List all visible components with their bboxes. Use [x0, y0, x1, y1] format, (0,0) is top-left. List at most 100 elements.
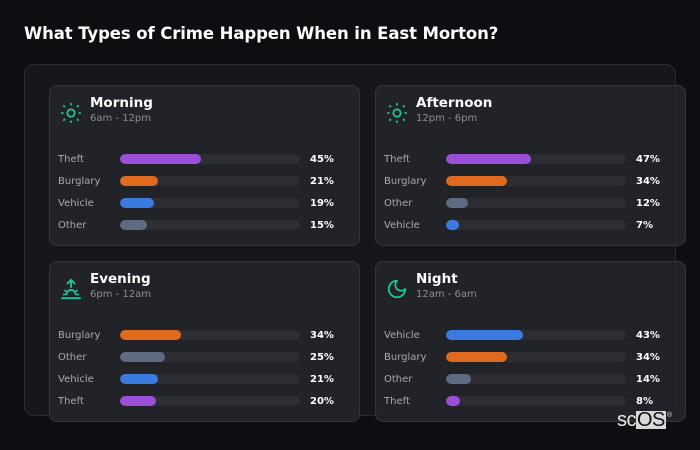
bar-track	[446, 396, 626, 406]
bar-value: 43%	[636, 329, 660, 341]
sun-icon	[386, 102, 408, 124]
bar-fill	[120, 176, 158, 186]
bar-fill	[120, 374, 158, 384]
bar-value: 21%	[310, 175, 334, 187]
bar-label: Theft	[58, 395, 84, 407]
bar-track	[120, 352, 300, 362]
bar-fill	[446, 396, 461, 406]
bar-track	[446, 198, 626, 208]
panel-title: Morning	[90, 95, 153, 111]
bar-label: Vehicle	[384, 329, 420, 341]
bar-row-vehicle: Vehicle 7%	[384, 214, 679, 236]
bar-row-theft: Theft 47%	[384, 148, 679, 170]
scos-watermark: sc OS ®	[617, 409, 672, 431]
bar-row-burglary: Burglary 34%	[384, 346, 679, 368]
bar-list: Vehicle 43% Burglary 34% Other 14% Theft 8%	[384, 324, 679, 412]
watermark-os: OS	[636, 409, 666, 431]
bar-row-burglary: Burglary 34%	[58, 324, 353, 346]
panel-subtitle: 12am - 6am	[416, 289, 477, 300]
bar-fill	[446, 374, 472, 384]
bar-value: 12%	[636, 197, 660, 209]
bar-value: 47%	[636, 153, 660, 165]
bar-row-vehicle: Vehicle 19%	[58, 192, 353, 214]
bar-track	[120, 396, 300, 406]
bar-track	[446, 220, 626, 230]
bar-label: Other	[58, 219, 87, 231]
bar-label: Burglary	[384, 351, 427, 363]
bar-fill	[446, 176, 508, 186]
page-title: What Types of Crime Happen When in East …	[24, 24, 499, 43]
bar-track	[120, 220, 300, 230]
bar-fill	[120, 198, 155, 208]
bar-track	[446, 352, 626, 362]
bar-track	[446, 176, 626, 186]
bar-fill	[446, 220, 459, 230]
bar-value: 45%	[310, 153, 334, 165]
bar-list: Theft 47% Burglary 34% Other 12% Vehicle 7%	[384, 148, 679, 236]
bar-label: Burglary	[58, 329, 101, 341]
bar-value: 34%	[310, 329, 334, 341]
bar-fill	[120, 220, 147, 230]
bar-fill	[120, 154, 201, 164]
watermark-sc: sc	[617, 409, 637, 431]
bar-label: Other	[384, 373, 413, 385]
bar-value: 21%	[310, 373, 334, 385]
panel-subtitle: 6pm - 12am	[90, 289, 152, 300]
bar-row-other: Other 14%	[384, 368, 679, 390]
bar-label: Vehicle	[58, 197, 94, 209]
bar-row-other: Other 15%	[58, 214, 353, 236]
bar-value: 20%	[310, 395, 334, 407]
panel-afternoon: Afternoon 12pm - 6pm Theft 47% Burglary 34%…	[375, 85, 686, 246]
bar-value: 34%	[636, 351, 660, 363]
bar-label: Other	[384, 197, 413, 209]
bar-fill	[120, 352, 165, 362]
panel-title: Evening	[90, 271, 151, 287]
panel-evening: Evening 6pm - 12am Burglary 34% Other 25% Ve…	[49, 261, 360, 422]
bar-row-theft: Theft 20%	[58, 390, 353, 412]
sun-icon	[60, 102, 82, 124]
bar-fill	[120, 396, 156, 406]
bar-label: Theft	[384, 153, 410, 165]
bar-value: 7%	[636, 219, 653, 231]
bar-track	[446, 154, 626, 164]
panel-title: Night	[416, 271, 458, 287]
bar-track	[120, 198, 300, 208]
bar-value: 8%	[636, 395, 653, 407]
bar-list: Burglary 34% Other 25% Vehicle 21% Theft 20%	[58, 324, 353, 412]
bar-value: 19%	[310, 197, 334, 209]
bar-label: Burglary	[58, 175, 101, 187]
bar-value: 25%	[310, 351, 334, 363]
bar-value: 14%	[636, 373, 660, 385]
bar-fill	[446, 352, 508, 362]
bar-track	[120, 374, 300, 384]
bar-label: Vehicle	[384, 219, 420, 231]
bar-track	[120, 154, 300, 164]
bar-list: Theft 45% Burglary 21% Vehicle 19% Other 15%	[58, 148, 353, 236]
bar-row-other: Other 25%	[58, 346, 353, 368]
bar-track	[446, 330, 626, 340]
bar-label: Vehicle	[58, 373, 94, 385]
bar-label: Theft	[58, 153, 84, 165]
bar-value: 15%	[310, 219, 334, 231]
bar-value: 34%	[636, 175, 660, 187]
bar-track	[446, 374, 626, 384]
bar-fill	[446, 330, 524, 340]
bar-row-burglary: Burglary 34%	[384, 170, 679, 192]
bar-row-other: Other 12%	[384, 192, 679, 214]
moon-icon	[386, 278, 408, 300]
bar-label: Burglary	[384, 175, 427, 187]
bar-row-theft: Theft 8%	[384, 390, 679, 412]
bar-track	[120, 176, 300, 186]
panel-morning: Morning 6am - 12pm Theft 45% Burglary 21% Ve…	[49, 85, 360, 246]
registered-mark: ®	[666, 412, 672, 419]
bar-label: Other	[58, 351, 87, 363]
bar-row-theft: Theft 45%	[58, 148, 353, 170]
bar-fill	[120, 330, 182, 340]
bar-fill	[446, 198, 468, 208]
sunset-icon	[60, 278, 82, 300]
panel-subtitle: 12pm - 6pm	[416, 113, 478, 124]
bar-row-burglary: Burglary 21%	[58, 170, 353, 192]
panel-title: Afternoon	[416, 95, 493, 111]
bar-row-vehicle: Vehicle 43%	[384, 324, 679, 346]
bar-row-vehicle: Vehicle 21%	[58, 368, 353, 390]
